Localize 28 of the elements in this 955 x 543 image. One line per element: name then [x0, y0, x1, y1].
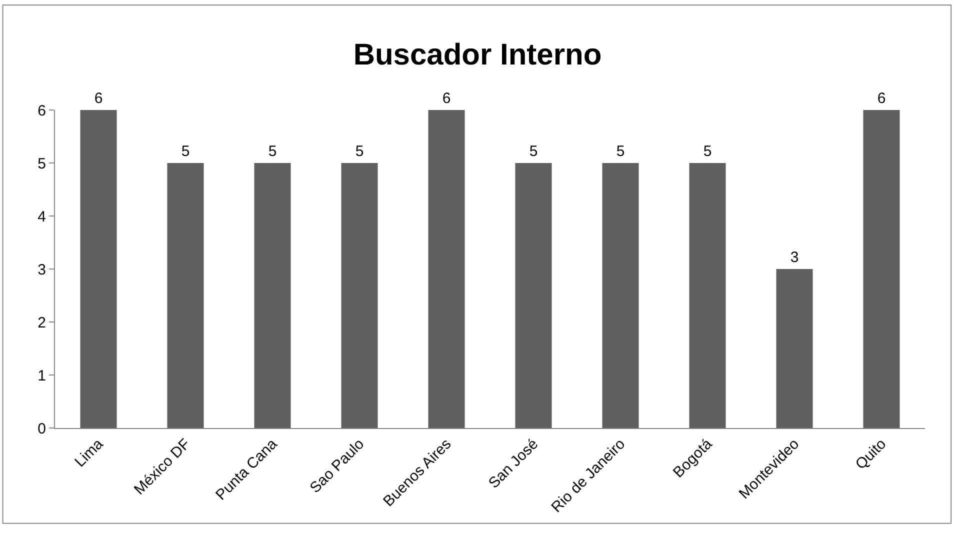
data-label: 5 [616, 143, 625, 160]
y-tick-label: 3 [38, 261, 46, 278]
y-tick-label: 4 [38, 208, 46, 226]
data-label: 3 [790, 249, 799, 266]
data-label: 5 [703, 143, 712, 160]
data-label: 5 [268, 143, 277, 160]
bar [515, 163, 552, 428]
bar [689, 163, 726, 428]
bar [863, 110, 900, 428]
bar [341, 163, 378, 428]
data-label: 6 [877, 90, 886, 107]
y-tick-label: 2 [38, 314, 46, 332]
bar [80, 110, 117, 428]
y-tick-label: 6 [38, 102, 46, 120]
data-label: 5 [355, 143, 364, 160]
bar [167, 163, 204, 428]
bar [254, 163, 291, 428]
data-label: 6 [94, 90, 103, 107]
data-label: 5 [529, 143, 538, 160]
chart-title: Buscador Interno [353, 38, 602, 72]
y-tick-label: 5 [38, 155, 46, 172]
data-label: 6 [442, 90, 451, 107]
y-tick-label: 1 [38, 367, 46, 384]
bar [428, 110, 465, 428]
data-label: 5 [181, 143, 190, 160]
y-tick-label: 0 [38, 420, 46, 438]
bar [776, 269, 813, 428]
bar [602, 163, 639, 428]
